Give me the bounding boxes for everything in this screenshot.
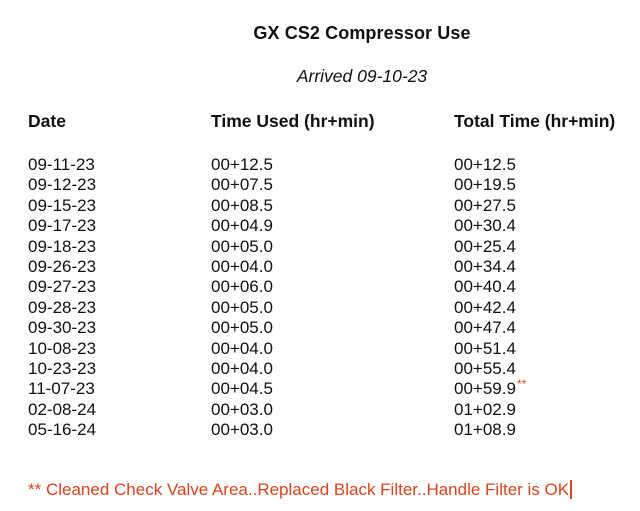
total-time-value: 00+12.5 [454, 155, 516, 174]
table-row: 09-18-23 00+05.0 00+25.4 [0, 237, 640, 257]
table-row: 09-27-23 00+06.0 00+40.4 [0, 277, 640, 297]
date-cell: 09-12-23 [28, 175, 97, 195]
total-time-cell: 00+25.4 [454, 237, 516, 257]
time-used-cell: 00+08.5 [211, 195, 273, 215]
table-row: 09-12-23 00+07.5 00+19.5 [0, 175, 640, 195]
total-time-cell: 01+02.9 [454, 400, 516, 420]
total-time-cell: 00+47.4 [454, 318, 516, 338]
time-used-cell: 00+05.0 [211, 318, 273, 338]
table-row: 10-23-23 00+04.0 00+55.4 [0, 359, 640, 379]
time-used-cell: 00+04.0 [211, 358, 273, 378]
total-time-value: 00+42.4 [454, 297, 516, 317]
table-row: 05-16-24 00+03.0 01+08.9 [0, 420, 640, 440]
table-row: 09-28-23 00+05.0 00+42.4 [0, 298, 640, 318]
footnote-text: ** Cleaned Check Valve Area..Replaced Bl… [28, 480, 570, 499]
total-time-value: 00+40.4 [454, 277, 516, 297]
time-used-cell: 00+07.5 [211, 175, 273, 195]
document-title: GX CS2 Compressor Use [253, 23, 471, 43]
table-row: 10-08-23 00+04.0 00+51.4 [0, 339, 640, 359]
date-cell: 09-26-23 [28, 256, 97, 276]
table-row: 02-08-24 00+03.0 01+02.9 [0, 400, 640, 420]
document-subtitle: Arrived 09-10-23 [296, 66, 428, 86]
total-time-cell: 00+59.9** [454, 377, 527, 400]
total-time-cell: 01+08.9 [454, 420, 516, 440]
usage-table: 09-11-23 00+12.5 00+12.5 09-12-23 00+07.… [0, 155, 640, 440]
date-cell: 09-11-23 [28, 155, 95, 174]
time-used-cell: 00+12.5 [211, 155, 273, 174]
date-cell: 10-08-23 [28, 338, 97, 358]
time-used-cell: 00+03.0 [211, 420, 273, 440]
total-time-value: 00+34.4 [454, 256, 516, 276]
total-time-cell: 00+40.4 [454, 277, 516, 297]
date-cell: 05-16-24 [28, 420, 97, 440]
date-cell: 09-15-23 [28, 195, 97, 215]
total-time-cell: 00+51.4 [454, 339, 516, 359]
table-row: 09-17-23 00+04.9 00+30.4 [0, 216, 640, 236]
date-cell: 02-08-24 [28, 399, 97, 419]
time-used-cell: 00+04.0 [211, 256, 273, 276]
total-time-value: 00+27.5 [454, 195, 516, 215]
total-time-cell: 00+34.4 [454, 257, 516, 277]
text-cursor [570, 480, 572, 499]
total-time-value: 00+59.9 [454, 379, 516, 399]
date-cell: 11-07-23 [28, 379, 95, 399]
time-used-cell: 00+05.0 [211, 297, 273, 317]
date-cell: 09-28-23 [28, 297, 97, 317]
date-cell: 09-18-23 [28, 236, 97, 256]
table-row: 09-11-23 00+12.5 00+12.5 [0, 155, 640, 175]
header-total-time: Total Time (hr+min) [454, 111, 616, 131]
total-time-value: 00+51.4 [454, 338, 516, 358]
time-used-cell: 00+03.0 [211, 399, 273, 419]
total-time-value: 00+25.4 [454, 236, 516, 256]
table-row: 09-15-23 00+08.5 00+27.5 [0, 196, 640, 216]
date-cell: 09-17-23 [28, 216, 97, 236]
date-cell: 10-23-23 [28, 358, 97, 378]
total-time-value: 00+47.4 [454, 318, 516, 338]
time-used-cell: 00+04.9 [211, 216, 273, 236]
total-time-cell: 00+12.5 [454, 155, 516, 175]
total-time-cell: 00+27.5 [454, 196, 516, 216]
footnote-marker: ** [516, 377, 527, 392]
total-time-value: 01+02.9 [454, 399, 516, 419]
total-time-value: 00+55.4 [454, 358, 516, 378]
time-used-cell: 00+04.0 [211, 338, 273, 358]
header-time-used: Time Used (hr+min) [211, 111, 375, 131]
date-cell: 09-27-23 [28, 277, 97, 297]
table-row: 09-30-23 00+05.0 00+47.4 [0, 318, 640, 338]
footnote[interactable]: ** Cleaned Check Valve Area..Replaced Bl… [28, 480, 572, 500]
total-time-cell: 00+30.4 [454, 216, 516, 236]
table-row: 11-07-23 00+04.5 00+59.9** [0, 377, 640, 400]
time-used-cell: 00+04.5 [211, 379, 273, 399]
total-time-value: 01+08.9 [454, 420, 516, 440]
total-time-cell: 00+19.5 [454, 175, 516, 195]
total-time-cell: 00+42.4 [454, 298, 516, 318]
table-row: 09-26-23 00+04.0 00+34.4 [0, 257, 640, 277]
time-used-cell: 00+06.0 [211, 277, 273, 297]
date-cell: 09-30-23 [28, 318, 97, 338]
total-time-value: 00+19.5 [454, 175, 516, 195]
total-time-cell: 00+55.4 [454, 359, 516, 379]
total-time-value: 00+30.4 [454, 216, 516, 236]
time-used-cell: 00+05.0 [211, 236, 273, 256]
header-date: Date [28, 111, 66, 131]
